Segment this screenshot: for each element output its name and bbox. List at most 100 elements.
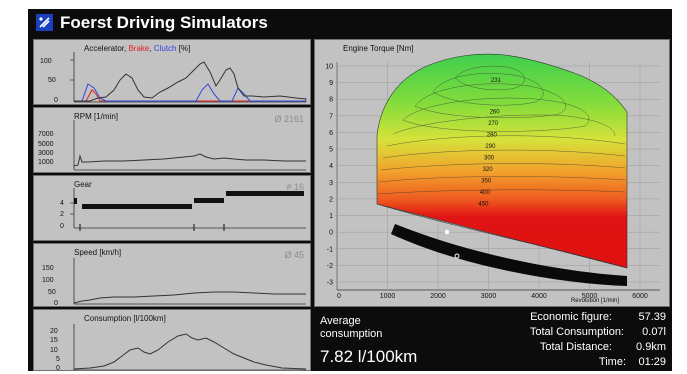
rpm-average: Ø 2161 (274, 114, 304, 124)
average-consumption-value: 7.82 l/100km (320, 347, 418, 366)
torque-contour-label: 280 (487, 133, 498, 139)
torque-contour-label: 350 (481, 179, 492, 185)
gear-segment (74, 198, 77, 204)
simulator-window: Foerst Driving Simulators Accelerator, B… (28, 9, 672, 371)
title-bar: Foerst Driving Simulators (28, 9, 672, 37)
torque-ytick: -2 (327, 263, 333, 270)
torque-xtick: 0 (337, 293, 341, 300)
torque-ytick: -1 (327, 246, 333, 253)
torque-xtick: 6000 (632, 293, 648, 300)
economic-figure-label: Economic figure: (530, 311, 612, 323)
torque-contour-label: 231 (491, 78, 502, 84)
gear-segment (82, 204, 192, 209)
time-label: Time: (598, 356, 626, 368)
gear-average: # 16 (286, 182, 304, 192)
torque-ytick: 3 (329, 180, 333, 187)
speed-ytick: 0 (54, 300, 58, 307)
torque-xtick: 1000 (380, 293, 396, 300)
torque-xtick: 3000 (481, 293, 497, 300)
torque-xtick: 2000 (430, 293, 446, 300)
torque-xtick: 5000 (582, 293, 598, 300)
clutch-legend: Clutch (154, 44, 177, 53)
gear-title: Gear (74, 180, 92, 189)
speed-series (73, 291, 306, 304)
torque-contours (377, 65, 626, 195)
total-consumption-label: Total Consumption: (529, 326, 624, 338)
torque-ytick: 1 (329, 213, 333, 220)
gear-ytick: 4 (60, 200, 64, 207)
torque-contour-label: 260 (490, 110, 501, 116)
total-consumption-value: 0.07l (642, 326, 666, 338)
torque-ytick: -3 (327, 280, 333, 287)
consumption-stats: Average consumption 7.82 l/100km Economi… (314, 309, 670, 369)
total-distance-label: Total Distance: (539, 341, 612, 353)
torque-ytick: 0 (329, 230, 333, 237)
rpm-series (73, 153, 306, 167)
brake-legend: Brake (128, 44, 149, 53)
brake-series (74, 89, 306, 102)
rpm-title: RPM [1/min] (74, 112, 118, 121)
torque-ytick: 9 (329, 80, 333, 87)
torque-ytick: 7 (329, 113, 333, 120)
torque-ytick: 6 (329, 130, 333, 137)
gear-chart: Gear # 16 4 2 0 (60, 180, 306, 231)
gear-ytick: 0 (60, 223, 64, 230)
app-title: Foerst Driving Simulators (60, 13, 268, 32)
rpm-panel: RPM [1/min] Ø 2161 7000 5000 3000 1000 (33, 107, 311, 173)
total-distance-value: 0.9km (636, 341, 666, 353)
accelerator-ytick: 100 (40, 58, 52, 65)
torque-contour-label: 300 (484, 156, 495, 162)
rpm-ytick: 3000 (38, 150, 54, 157)
speed-panel: Speed [km/h] Ø 45 150 100 50 0 (33, 243, 311, 307)
gear-panel: Gear # 16 4 2 0 (33, 175, 311, 241)
accelerator-title: Accelerator, Brake, Clutch [%] (84, 44, 190, 53)
consumption-ytick: 10 (50, 347, 58, 354)
speed-average: Ø 45 (284, 250, 304, 260)
gear-ytick: 2 (60, 211, 64, 218)
consumption-panel: Consumption [l/100km] 20 15 10 5 0 (33, 309, 311, 371)
accelerator-ytick: 0 (54, 97, 58, 104)
consumption-ytick: 0 (56, 365, 60, 371)
average-operating-point (454, 253, 460, 259)
torque-xtick: 4000 (531, 293, 547, 300)
torque-ytick: 10 (325, 64, 333, 71)
average-consumption-label-1: Average (320, 315, 361, 327)
accelerator-ytick: 50 (48, 77, 56, 84)
torque-contour-label: 320 (483, 167, 494, 173)
rpm-chart: RPM [1/min] Ø 2161 7000 5000 3000 1000 (38, 112, 306, 171)
consumption-chart: Consumption [l/100km] 20 15 10 5 0 (50, 314, 307, 371)
torque-map-xlabel: Revolution [1/min] (571, 298, 619, 304)
accelerator-panel: Accelerator, Brake, Clutch [%] 100 50 0 (33, 39, 311, 105)
consumption-ytick: 20 (50, 328, 58, 335)
torque-contour-label: 400 (480, 190, 491, 196)
speed-chart: Speed [km/h] Ø 45 150 100 50 0 (42, 248, 306, 307)
torque-contour-label: 290 (485, 144, 496, 150)
rpm-ytick: 5000 (38, 141, 54, 148)
torque-map-title: Engine Torque [Nm] (343, 44, 414, 53)
torque-ytick: 4 (329, 163, 333, 170)
simulator-logo-icon (36, 14, 53, 31)
speed-ytick: 150 (42, 265, 54, 272)
speed-ytick: 100 (42, 277, 54, 284)
accelerator-series (74, 61, 307, 102)
gear-segment (226, 191, 304, 196)
speed-ytick: 50 (48, 289, 56, 296)
rpm-ytick: 1000 (38, 159, 54, 166)
time-value: 01:29 (638, 356, 666, 368)
torque-contour-label: 270 (488, 121, 499, 127)
clutch-series (74, 83, 306, 102)
torque-contour-label: 450 (478, 202, 489, 208)
consumption-ytick: 5 (56, 356, 60, 363)
current-operating-point (444, 229, 450, 235)
torque-ytick: 5 (329, 147, 333, 154)
consumption-title: Consumption [l/100km] (84, 314, 166, 323)
torque-ytick: 8 (329, 97, 333, 104)
torque-ytick: 2 (329, 196, 333, 203)
torque-map-region (376, 53, 628, 269)
drag-torque-band (391, 224, 627, 286)
accelerator-chart: Accelerator, Brake, Clutch [%] 100 50 0 (40, 44, 307, 104)
consumption-ytick: 15 (50, 337, 58, 344)
rpm-ytick: 7000 (38, 131, 54, 138)
